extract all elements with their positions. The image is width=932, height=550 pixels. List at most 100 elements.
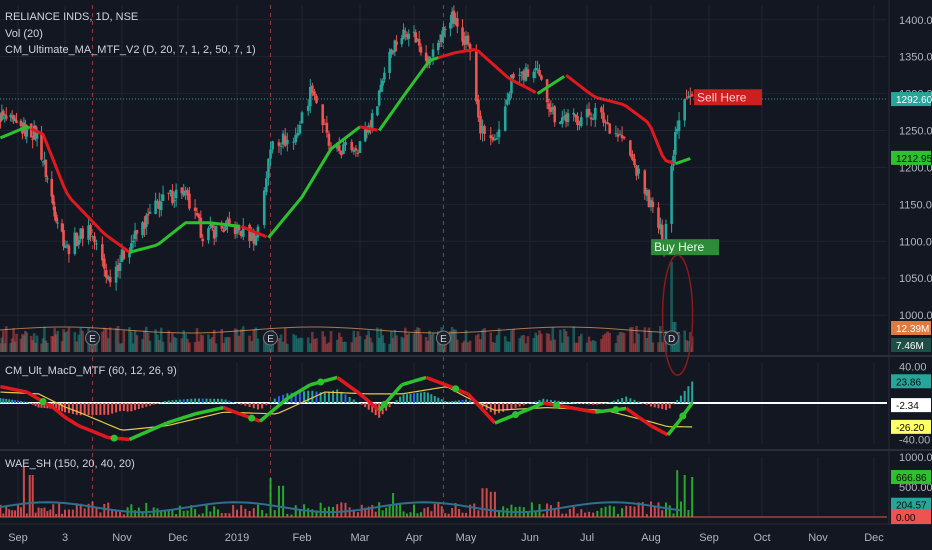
candle-body [547,103,551,110]
wae-bar [145,502,148,517]
macd-histogram-bar [2,398,5,403]
macd-histogram-bar [307,390,310,403]
candle-body [10,116,14,118]
event-marker-label: E [267,334,274,345]
candle-body [363,127,367,142]
candle-body [193,207,197,211]
candle-body [262,190,266,226]
wae-bar [14,510,17,517]
candle-body [180,187,184,194]
macd-histogram-bar [604,403,607,404]
candle-body [15,120,18,123]
volume-bar [438,340,442,352]
candle-body [370,113,374,130]
macd-histogram-bar [657,403,660,409]
symbol-title: RELIANCE INDS, 1D, NSE [5,11,138,23]
candle-body [212,229,216,239]
macd-histogram-bar [213,398,216,403]
macd-line-segment [595,406,627,414]
wae-bar [657,502,660,517]
volume-bar [402,338,405,352]
volume-bar [649,331,653,352]
time-tick-label: Sep [699,532,719,544]
candle-body [395,41,398,45]
wae-bar [600,507,603,517]
candle-body [651,201,655,208]
macd-histogram-bar [91,403,94,416]
volume-bar [158,339,161,352]
volume-bar [13,341,17,352]
wae-bar [19,507,22,517]
volume-bar [226,337,229,352]
macd-histogram-bar [58,403,61,411]
macd-histogram-bar [19,401,22,403]
candle-body [188,193,191,209]
candle-body [600,107,603,113]
candle-body [443,29,447,31]
wae-bar [416,513,419,517]
volume-bar [154,329,157,352]
volume-bar [561,342,564,352]
macd-histogram-bar [584,403,587,404]
macd-histogram-bar [319,392,322,403]
volume-bar [180,338,184,352]
candle-body [622,136,626,139]
macd-histogram-bar [364,403,367,408]
volume-bar [690,336,694,352]
candle-body [220,225,224,229]
macd-value-tag: 23.86 [896,377,921,388]
volume-bar [159,327,163,352]
macd-histogram-bar [522,403,525,406]
volume-bar [365,335,369,352]
volume-bar [645,337,649,352]
volume-bar [54,334,58,352]
macd-histogram-bar [625,396,628,403]
macd-histogram-bar [546,399,549,403]
candle-body [103,258,106,269]
candle-body [292,141,295,143]
candle-body [559,121,562,124]
macd-histogram-bar [629,398,632,403]
wae-bar [388,505,391,517]
ma-segment-green [0,125,31,140]
volume-bar [370,342,374,352]
wae-bar [95,508,98,517]
volume-bar [391,337,395,352]
volume-bar [12,328,15,352]
wae-bar [134,510,137,517]
candle-body [450,11,454,24]
macd-histogram-bar [493,403,496,415]
volume-bar [532,337,536,352]
candle-body [545,79,549,103]
candle-body [440,34,444,42]
wae-tick-label: 500.00 [899,482,932,494]
wae-bar [269,478,272,517]
macd-histogram-bar [653,403,656,408]
macd-histogram-bar [661,403,664,410]
macd-histogram-bar [194,398,197,403]
wae-bar [679,501,682,517]
wae-bar [360,504,363,517]
candle-body [9,114,12,117]
macd-histogram-bar [612,400,615,403]
wae-bar [17,504,19,517]
candle-body [454,17,457,24]
volume-bar [495,335,499,352]
candle-body [468,44,472,53]
volume-bar [228,337,231,352]
candle-body [40,132,43,160]
volume-bar [51,336,55,352]
price-tick-label: 1050.00 [899,273,932,285]
wae-bar [311,509,314,517]
candle-body [130,243,133,252]
macd-crossover-dot [39,398,47,406]
volume-bar [344,341,347,352]
volume-bar [424,336,428,352]
volume-bar [578,336,581,352]
candle-body [308,86,312,107]
candle-body [182,190,186,196]
macd-histogram-bar [596,403,599,405]
macd-histogram-bar [506,403,509,411]
candle-body [222,229,225,232]
